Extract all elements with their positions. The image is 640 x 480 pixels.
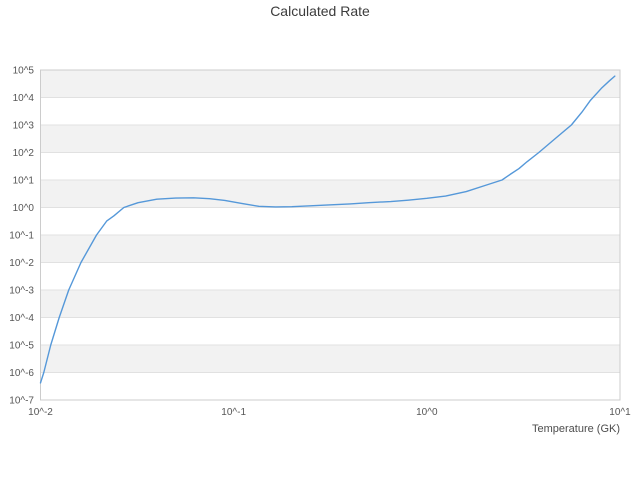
plot-border <box>40 69 621 401</box>
y-tick-label: 10^3 <box>13 121 35 132</box>
y-tick-label: 10^-6 <box>9 368 34 379</box>
y-tick-label: 10^-3 <box>9 286 34 297</box>
y-tick-label: 10^5 <box>13 66 35 77</box>
decade-band <box>40 70 620 98</box>
y-tick-labels: 10^5 10^4 10^3 10^2 10^1 10^0 10^-1 10^-2 10^-3 1… <box>9 66 34 407</box>
x-axis-title: Temperature (GK) <box>532 423 620 435</box>
y-tick-label: 10^0 <box>13 203 35 214</box>
x-tick-label: 10^1 <box>609 407 631 418</box>
x-tick-label: 10^-1 <box>221 407 246 418</box>
gridlines <box>40 97 620 373</box>
x-tick-label: 10^-2 <box>28 407 53 418</box>
y-tick-label: 10^-5 <box>9 341 34 352</box>
y-tick-label: 10^1 <box>13 176 35 187</box>
background-bands <box>40 70 620 373</box>
decade-band <box>40 290 620 318</box>
x-tick-labels: 10^-2 10^-1 10^0 10^1 <box>28 407 631 418</box>
y-tick-label: 10^2 <box>13 148 35 159</box>
y-tick-label: 10^-1 <box>9 231 34 242</box>
decade-band <box>40 125 620 153</box>
y-tick-label: 10^-4 <box>9 313 34 324</box>
decade-band <box>40 235 620 263</box>
rate-curve <box>39 75 616 384</box>
y-tick-label: 10^4 <box>13 93 35 104</box>
y-tick-label: 10^-2 <box>9 258 34 269</box>
chart-title: Calculated Rate <box>270 3 370 19</box>
x-tick-label: 10^0 <box>416 407 438 418</box>
decade-band <box>40 180 620 208</box>
decade-band <box>40 345 620 373</box>
y-tick-label: 10^-7 <box>9 396 34 407</box>
